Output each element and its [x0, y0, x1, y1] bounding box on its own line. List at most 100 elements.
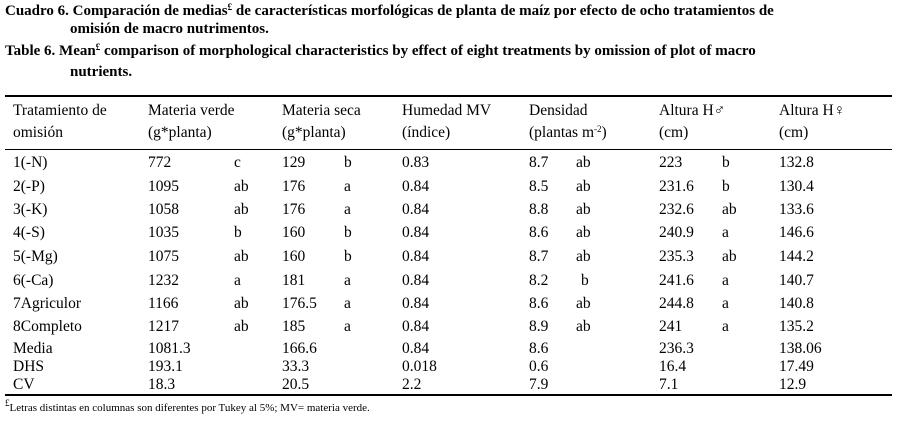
cell-dry-matter: 176 — [282, 178, 306, 195]
cell-height-male: 240.9 — [659, 224, 694, 241]
cell-height-male-group: ab — [722, 201, 737, 218]
cell-moisture: 2.2 — [402, 376, 422, 393]
cell-height-male: 236.3 — [659, 340, 694, 357]
header-height-female-2: (cm) — [779, 124, 809, 141]
cell-height-male-group: ab — [722, 248, 737, 265]
cell-dry-group: b — [344, 248, 352, 265]
cell-density-group: ab — [576, 295, 591, 312]
cell-green-matter: 1095 — [148, 178, 179, 195]
cell-height-male: 235.3 — [659, 248, 694, 265]
table-bottom-rule — [5, 394, 892, 396]
cell-treatment: 5(-Mg) — [13, 248, 58, 265]
cell-density-group: ab — [576, 248, 591, 265]
header-density-1: Densidad — [529, 102, 588, 119]
cell-density: 8.5 — [529, 178, 549, 195]
cell-green-group: ab — [234, 318, 249, 335]
cell-density: 8.6 — [529, 224, 549, 241]
header-dry-matter-1: Materia seca — [282, 102, 361, 119]
cell-treatment: 7Agriculor — [13, 295, 82, 312]
cell-green-matter: 1081.3 — [148, 340, 191, 357]
cell-moisture: 0.84 — [402, 201, 430, 218]
cell-treatment: CV — [13, 376, 35, 393]
cell-green-group: ab — [234, 201, 249, 218]
cell-treatment: 1(-N) — [13, 154, 48, 171]
table-header-rule — [5, 149, 892, 150]
cell-green-matter: 1217 — [148, 318, 179, 335]
cell-height-female: 144.2 — [779, 248, 814, 265]
caption-es-line1: Cuadro 6. Comparación de medias£ de cara… — [5, 2, 774, 20]
cell-height-male: 244.8 — [659, 295, 694, 312]
cell-density: 0.6 — [529, 358, 549, 375]
cell-density: 7.9 — [529, 376, 549, 393]
cell-moisture: 0.84 — [402, 224, 430, 241]
header-height-male-2: (cm) — [659, 124, 689, 141]
cell-dry-matter: 176 — [282, 201, 306, 218]
cell-density-group: ab — [576, 224, 591, 241]
cell-height-male-group: b — [722, 154, 730, 171]
cell-dry-matter: 20.5 — [282, 376, 310, 393]
cell-treatment: 4(-S) — [13, 224, 45, 241]
cell-density-group: ab — [576, 201, 591, 218]
cell-dry-group: b — [344, 224, 352, 241]
header-treatment-1: Tratamiento de — [13, 102, 107, 119]
cell-height-female: 135.2 — [779, 318, 814, 335]
cell-dry-matter: 185 — [282, 318, 306, 335]
cell-green-group: ab — [234, 248, 249, 265]
cell-treatment: 6(-Ca) — [13, 272, 54, 289]
cell-moisture: 0.84 — [402, 248, 430, 265]
cell-green-group: c — [234, 154, 241, 171]
cell-height-female: 17.49 — [779, 358, 814, 375]
cell-moisture: 0.84 — [402, 340, 430, 357]
cell-density: 8.7 — [529, 154, 549, 171]
cell-dry-matter: 33.3 — [282, 358, 310, 375]
header-density-2: (plantas m-2) — [529, 124, 607, 141]
cell-height-female: 146.6 — [779, 224, 814, 241]
header-green-matter-1: Materia verde — [148, 102, 235, 119]
footnote: £Letras distintas en columnas son difere… — [5, 398, 370, 415]
cell-dry-group: a — [344, 295, 351, 312]
cell-density-group: b — [581, 272, 589, 289]
cell-height-male-group: a — [722, 224, 729, 241]
cell-moisture: 0.84 — [402, 272, 430, 289]
cell-height-male: 7.1 — [659, 376, 679, 393]
cell-height-male-group: a — [722, 272, 729, 289]
cell-density: 8.6 — [529, 340, 549, 357]
cell-density: 8.2 — [529, 272, 549, 289]
cell-green-group: ab — [234, 178, 249, 195]
caption-en-line1: Table 6. Mean£ comparison of morphologic… — [5, 42, 756, 60]
cell-height-male-group: b — [722, 178, 730, 195]
cell-treatment: DHS — [13, 358, 45, 375]
cell-density: 8.6 — [529, 295, 549, 312]
caption-es-line2: omisión de macro nutrimentos. — [70, 21, 269, 37]
header-moisture-2: (índice) — [402, 124, 451, 141]
cell-green-matter: 1232 — [148, 272, 179, 289]
cell-height-male: 16.4 — [659, 358, 687, 375]
cell-dry-matter: 160 — [282, 224, 306, 241]
cell-height-male: 223 — [659, 154, 683, 171]
cell-height-female: 140.7 — [779, 272, 814, 289]
cell-moisture: 0.83 — [402, 154, 430, 171]
cell-height-male: 241.6 — [659, 272, 694, 289]
cell-height-female: 133.6 — [779, 201, 814, 218]
cell-height-male-group: a — [722, 295, 729, 312]
cell-dry-matter: 181 — [282, 272, 306, 289]
header-green-matter-2: (g*planta) — [148, 124, 212, 141]
cell-dry-matter: 129 — [282, 154, 306, 171]
cell-height-female: 12.9 — [779, 376, 807, 393]
cell-dry-group: a — [344, 178, 351, 195]
cell-green-matter: 1035 — [148, 224, 179, 241]
cell-green-matter: 772 — [148, 154, 172, 171]
header-dry-matter-2: (g*planta) — [282, 124, 346, 141]
cell-height-female: 130.4 — [779, 178, 814, 195]
cell-green-matter: 193.1 — [148, 358, 183, 375]
header-height-female-1: Altura H♀ — [779, 102, 846, 119]
cell-moisture: 0.84 — [402, 178, 430, 195]
cell-height-male: 231.6 — [659, 178, 694, 195]
cell-height-female: 132.8 — [779, 154, 814, 171]
table-top-rule — [5, 95, 892, 97]
cell-green-group: b — [234, 224, 242, 241]
cell-height-female: 140.8 — [779, 295, 814, 312]
cell-height-male: 241 — [659, 318, 683, 335]
cell-density: 8.9 — [529, 318, 549, 335]
cell-treatment: 3(-K) — [13, 201, 48, 218]
